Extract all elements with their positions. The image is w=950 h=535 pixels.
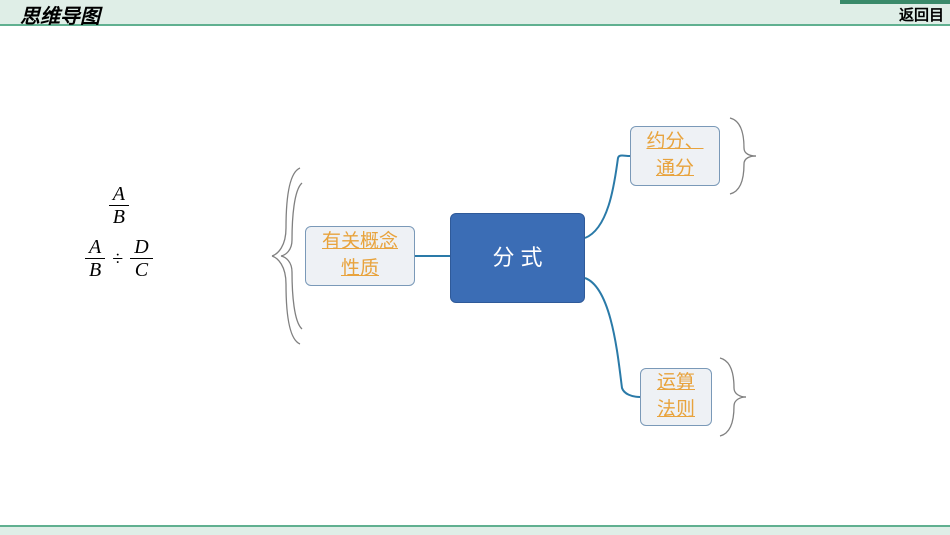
node-center[interactable]: 分式 <box>450 213 585 303</box>
fraction-3: D C <box>130 236 152 281</box>
page-title: 思维导图 <box>20 0 100 29</box>
fraction-1-num: A <box>109 183 129 206</box>
node-center-label: 分式 <box>492 243 548 274</box>
math-expressions: A B A B ÷ D C <box>85 183 153 281</box>
edge-center-br <box>585 278 640 397</box>
fraction-1-den: B <box>109 206 129 228</box>
node-left[interactable]: 有关概念性质 <box>305 226 415 286</box>
node-br-label: 运算法则 <box>657 370 695 423</box>
return-link[interactable]: 返回目 <box>899 4 944 25</box>
fraction-3-den: C <box>130 259 152 281</box>
edge-center-tr <box>585 156 630 239</box>
node-br[interactable]: 运算法则 <box>640 368 712 426</box>
fraction-3-num: D <box>130 236 152 259</box>
fraction-2-num: A <box>85 236 105 259</box>
page-header: 思维导图 返回目 <box>0 0 950 26</box>
brace-left <box>272 168 302 344</box>
page-footer <box>0 525 950 535</box>
fraction-2: A B <box>85 236 105 281</box>
fraction-2-den: B <box>85 259 105 281</box>
divide-op: ÷ <box>110 248 125 270</box>
node-tr[interactable]: 约分、通分 <box>630 126 720 186</box>
fraction-1: A B <box>109 183 129 228</box>
brace-tr <box>730 118 756 194</box>
node-left-label: 有关概念性质 <box>322 229 398 282</box>
diagram-canvas: A B A B ÷ D C <box>0 28 950 523</box>
brace-br <box>720 358 746 436</box>
node-tr-label: 约分、通分 <box>646 129 703 182</box>
